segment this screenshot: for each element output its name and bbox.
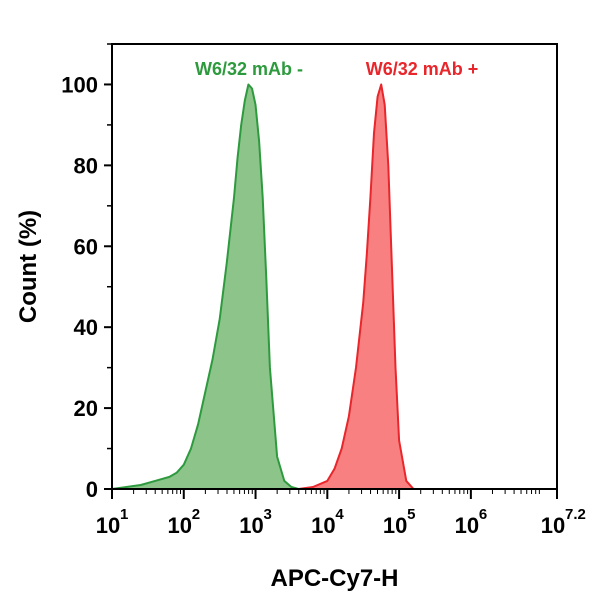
x-tick-label: 10 <box>96 513 120 538</box>
legend-item-2: W6/32 mAb + <box>366 59 479 79</box>
legend: W6/32 mAb - W6/32 mAb + <box>195 59 478 79</box>
plot-frame <box>111 43 558 490</box>
x-tick-exponent: 4 <box>335 506 344 523</box>
x-tick-label: 10 <box>168 513 192 538</box>
x-tick-label: 10 <box>383 513 407 538</box>
x-tick-exponent: 5 <box>407 506 415 523</box>
y-tick-label: 60 <box>74 234 98 259</box>
x-tick-exponent: 2 <box>192 506 200 523</box>
y-tick-label: 100 <box>61 72 98 97</box>
legend-item-1: W6/32 mAb - <box>195 59 303 79</box>
y-tick-label: 20 <box>74 396 98 421</box>
x-tick-exponent: 7.2 <box>565 506 586 523</box>
series-line-1 <box>111 83 299 490</box>
y-tick-label: 80 <box>74 153 98 178</box>
x-tick-exponent: 6 <box>479 506 487 523</box>
x-axis-label: APC-Cy7-H <box>270 565 398 592</box>
y-axis: 0 20 40 60 80 100 <box>61 43 112 502</box>
series-area-1 <box>112 84 299 489</box>
series-area-2 <box>298 84 414 489</box>
x-axis: 10 1 10 2 10 3 10 4 10 5 10 6 10 7.2 <box>96 489 586 538</box>
x-tick-exponent: 1 <box>120 506 128 523</box>
series-line-2 <box>298 83 415 490</box>
y-axis-label: Count (%) <box>15 210 42 323</box>
series-layer <box>111 83 415 490</box>
x-tick-label: 10 <box>239 513 263 538</box>
x-tick-label: 10 <box>311 513 335 538</box>
y-tick-label: 0 <box>86 477 98 502</box>
x-tick-exponent: 3 <box>264 506 272 523</box>
x-tick-label: 10 <box>541 513 565 538</box>
x-tick-label: 10 <box>455 513 479 538</box>
y-tick-label: 40 <box>74 315 98 340</box>
